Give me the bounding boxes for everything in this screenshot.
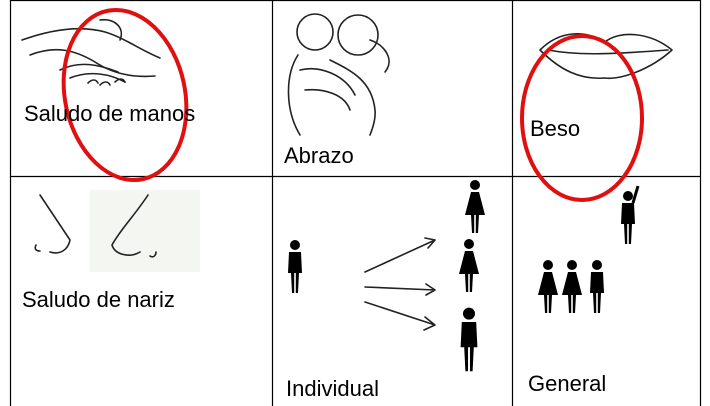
nose-photo-bg — [90, 190, 200, 272]
person-icon — [562, 260, 582, 313]
cell-label: Beso — [530, 116, 580, 141]
person-icon — [460, 307, 478, 372]
arrows — [364, 237, 436, 331]
cell-label: Abrazo — [284, 143, 354, 168]
person-icon — [465, 180, 485, 233]
nose-illustration — [34, 194, 157, 258]
person-icon — [459, 239, 479, 292]
cell-label: Saludo de manos — [24, 101, 195, 126]
highlight-circle — [61, 7, 189, 183]
person-icon — [288, 240, 302, 293]
cell-label: General — [528, 371, 606, 396]
handshake-illustration — [21, 18, 161, 86]
raised-hand-person — [621, 185, 640, 244]
table-grid — [9, 0, 702, 406]
cell-label: Saludo de nariz — [22, 287, 175, 312]
hug-illustration — [287, 13, 390, 136]
person-icon — [590, 260, 604, 313]
cell-label: Individual — [286, 376, 379, 401]
person-icon — [538, 260, 558, 313]
highlight-circle — [520, 34, 644, 202]
